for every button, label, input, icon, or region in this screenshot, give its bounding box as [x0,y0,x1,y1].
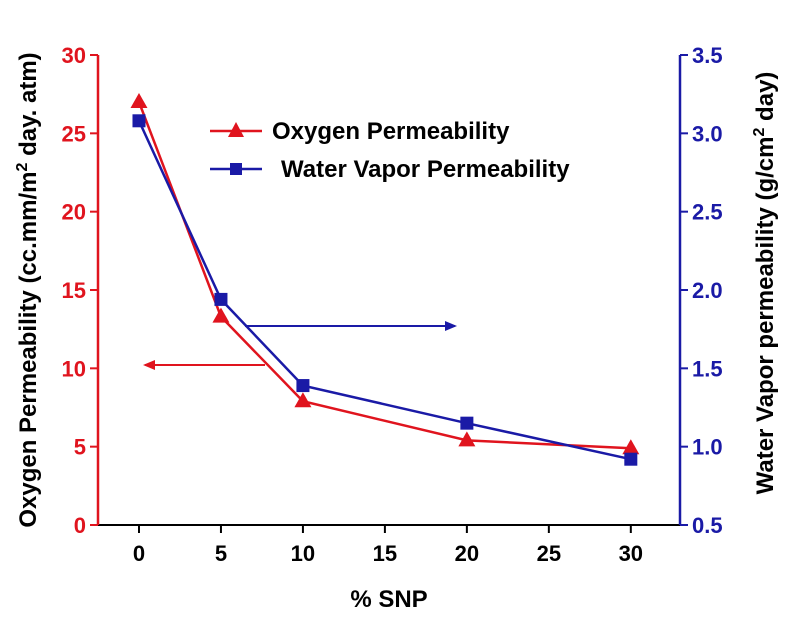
legend-oxygen-marker [228,122,244,137]
left-tick-label: 15 [62,278,86,303]
right-axis-ticks: 0.5 1.0 1.5 2.0 2.5 3.0 3.5 [680,43,723,538]
water-vapor-point [296,379,310,393]
water-vapor-point [214,292,228,306]
x-tick-label: 5 [215,541,227,566]
right-tick-label: 3.5 [692,43,723,68]
oxygen-point [622,439,640,455]
x-tick-label: 15 [373,541,397,566]
left-tick-label: 20 [62,200,86,225]
oxygen-point [130,93,148,108]
oxygen-point [458,431,476,447]
water-vapor-point [132,114,146,128]
legend-water-vapor-marker [230,163,242,175]
left-tick-label: 30 [62,43,86,68]
x-tick-label: 0 [133,541,145,566]
left-tick-label: 25 [62,121,86,146]
x-tick-label: 30 [619,541,643,566]
right-tick-label: 2.5 [692,200,723,225]
right-tick-label: 2.0 [692,278,723,303]
x-tick-label: 25 [537,541,561,566]
left-axis-title-superscript: 2 [14,163,31,172]
x-tick-label: 20 [455,541,479,566]
left-axis-title: Oxygen Permeability (cc.mm/m2 day. atm) [14,52,42,527]
x-axis-ticks: 0 5 10 15 20 25 30 [133,525,643,566]
legend: Oxygen Permeability Water Vapor Permeabi… [210,118,570,183]
x-tick-label: 10 [291,541,315,566]
right-tick-label: 1.0 [692,435,723,460]
right-tick-label: 1.5 [692,356,723,381]
right-axis-title: Water Vapor permeability (g/cm2 day) [751,72,779,495]
series-layer [130,93,640,466]
legend-water-vapor-label: Water Vapor Permeability [281,156,570,183]
oxygen-point [294,392,312,408]
right-tick-label: 3.0 [692,121,723,146]
series-line-oxygen [137,101,631,450]
oxygen-point [212,307,230,323]
x-axis-title: % SNP [350,586,427,613]
left-tick-label: 0 [74,513,86,538]
legend-oxygen-label: Oxygen Permeability [272,118,510,145]
left-tick-label: 5 [74,435,86,460]
left-tick-label: 10 [62,356,86,381]
right-tick-label: 0.5 [692,513,723,538]
water-vapor-point [624,452,638,466]
right-axis-title-superscript: 2 [751,128,768,137]
water-vapor-point [460,416,474,430]
left-axis-ticks: 0 5 10 15 20 25 30 [62,43,98,538]
